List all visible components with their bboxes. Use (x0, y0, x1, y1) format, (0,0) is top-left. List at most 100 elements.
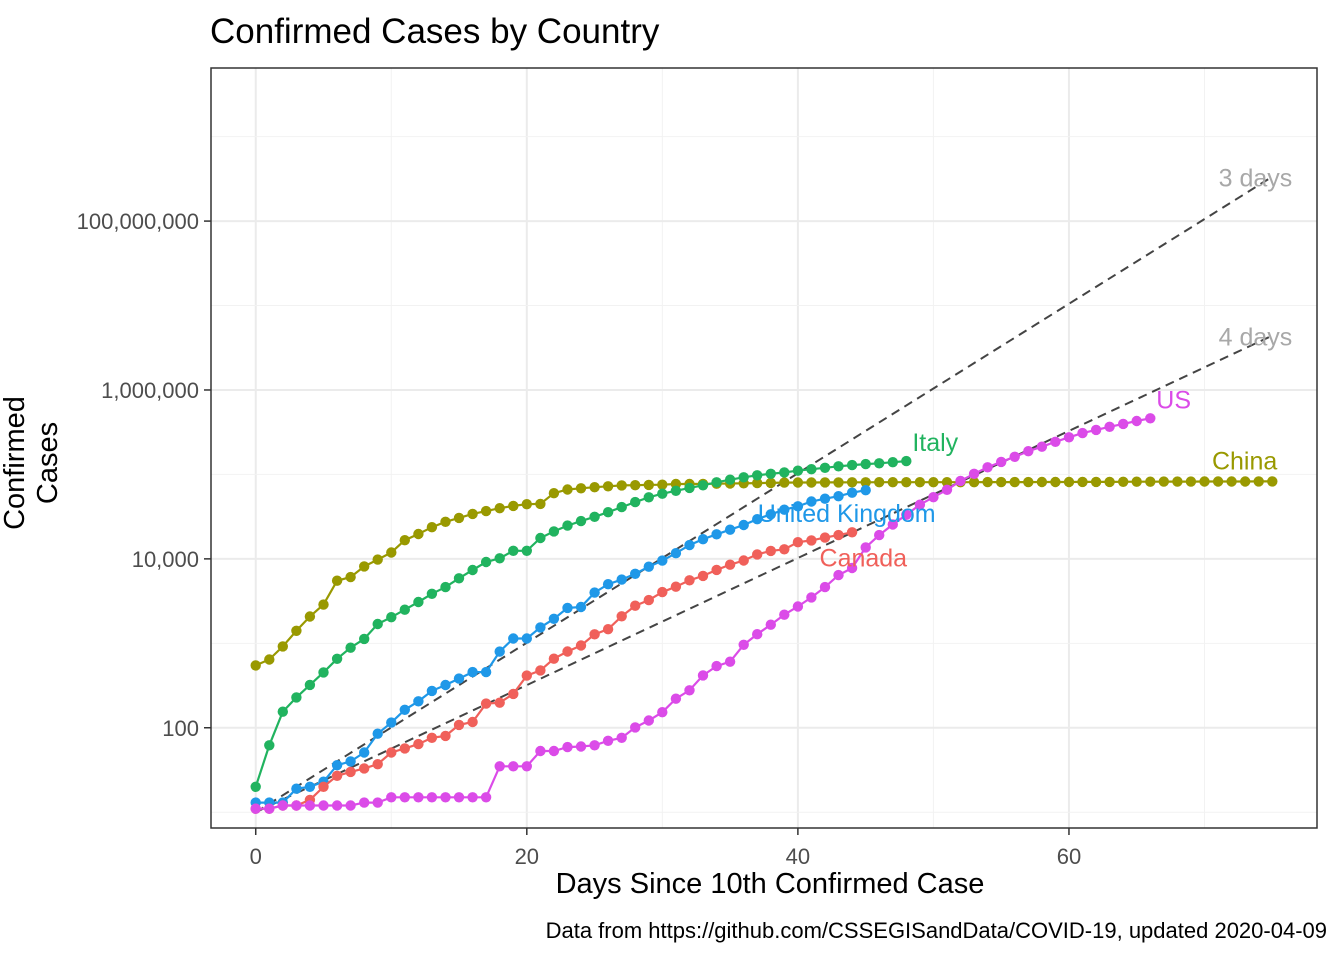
data-point (630, 600, 641, 611)
data-point (941, 484, 953, 495)
data-point (440, 679, 451, 691)
data-point (846, 527, 858, 538)
data-point (413, 738, 424, 750)
data-point (684, 539, 695, 551)
plot-panel-border (210, 67, 1318, 829)
data-point (928, 492, 939, 503)
data-point (399, 704, 410, 715)
data-point (1145, 413, 1156, 424)
data-point (318, 781, 329, 792)
data-point (765, 509, 776, 520)
data-point (304, 679, 316, 691)
data-point (765, 545, 776, 557)
data-point (426, 685, 438, 697)
data-point (426, 522, 438, 533)
data-point (521, 633, 532, 644)
data-point (467, 716, 478, 728)
data-point (480, 556, 492, 568)
data-point (440, 581, 451, 593)
data-point (494, 697, 505, 708)
data-point (372, 759, 383, 770)
data-point (643, 492, 654, 503)
data-point (291, 692, 302, 703)
data-point (372, 728, 383, 739)
data-point (914, 499, 926, 510)
data-point (413, 596, 424, 608)
data-point (413, 792, 424, 803)
series-label: China (1212, 447, 1277, 475)
data-point (372, 797, 383, 808)
y-tick-label: 100,000,000 (77, 209, 199, 234)
data-point (453, 512, 465, 524)
data-point (602, 735, 614, 746)
data-point (1104, 476, 1115, 488)
data-point (1050, 436, 1061, 447)
data-point (806, 535, 817, 546)
data-point (467, 792, 478, 803)
data-point (833, 491, 844, 502)
data-point (277, 706, 288, 717)
data-point (440, 516, 451, 527)
data-point (1131, 415, 1142, 427)
data-point (711, 564, 722, 576)
data-point (670, 548, 682, 559)
data-point (359, 797, 370, 808)
data-point (711, 660, 722, 672)
data-point (575, 640, 587, 651)
data-point (657, 586, 668, 598)
data-point (440, 792, 451, 803)
data-point (331, 653, 343, 664)
data-source-caption: Data from https://github.com/CSSEGISandD… (545, 918, 1327, 943)
data-point (1104, 421, 1115, 432)
data-point (846, 562, 858, 574)
data-point (1090, 424, 1102, 436)
data-point (928, 477, 939, 488)
data-point (386, 717, 397, 728)
data-point (440, 730, 451, 742)
data-point (480, 698, 492, 709)
data-point (291, 625, 302, 636)
x-tick-label: 60 (1057, 844, 1081, 869)
data-point (480, 792, 492, 803)
data-point (657, 479, 668, 490)
y-tick-label: 1,000,000 (101, 378, 199, 403)
data-point (982, 476, 993, 488)
direct-labels: 3 days 4 days China Italy United Kingdom Cana… (758, 165, 1293, 573)
reference-line (255, 175, 1273, 814)
data-point (264, 654, 275, 665)
data-point (535, 532, 546, 544)
data-point (1253, 476, 1264, 487)
x-axis-label: Days Since 10th Confirmed Case (555, 868, 985, 900)
data-point (752, 514, 763, 525)
data-point (833, 461, 844, 472)
data-point (779, 609, 790, 620)
data-point (874, 458, 885, 469)
data-point (657, 555, 668, 566)
data-point (657, 707, 668, 718)
series-label: Canada (820, 544, 908, 572)
x-tick-label: 0 (250, 844, 262, 869)
data-point (860, 458, 871, 470)
data-point (508, 633, 519, 644)
data-point (548, 613, 560, 624)
data-point (616, 574, 627, 585)
data-point (752, 629, 763, 640)
data-point (548, 488, 560, 499)
data-point (480, 505, 492, 517)
data-point (1240, 476, 1251, 487)
data-point (318, 667, 329, 678)
data-point (521, 670, 532, 681)
data-point (1199, 476, 1210, 487)
data-point (453, 719, 465, 731)
data-point (996, 476, 1007, 488)
data-point (914, 477, 926, 488)
data-point (887, 519, 898, 530)
data-point (589, 482, 600, 493)
data-point (887, 477, 898, 488)
data-point (562, 602, 573, 614)
data-point (359, 763, 370, 774)
data-point (860, 477, 871, 488)
data-point (901, 477, 912, 488)
data-point (548, 653, 560, 664)
data-point (941, 477, 953, 488)
